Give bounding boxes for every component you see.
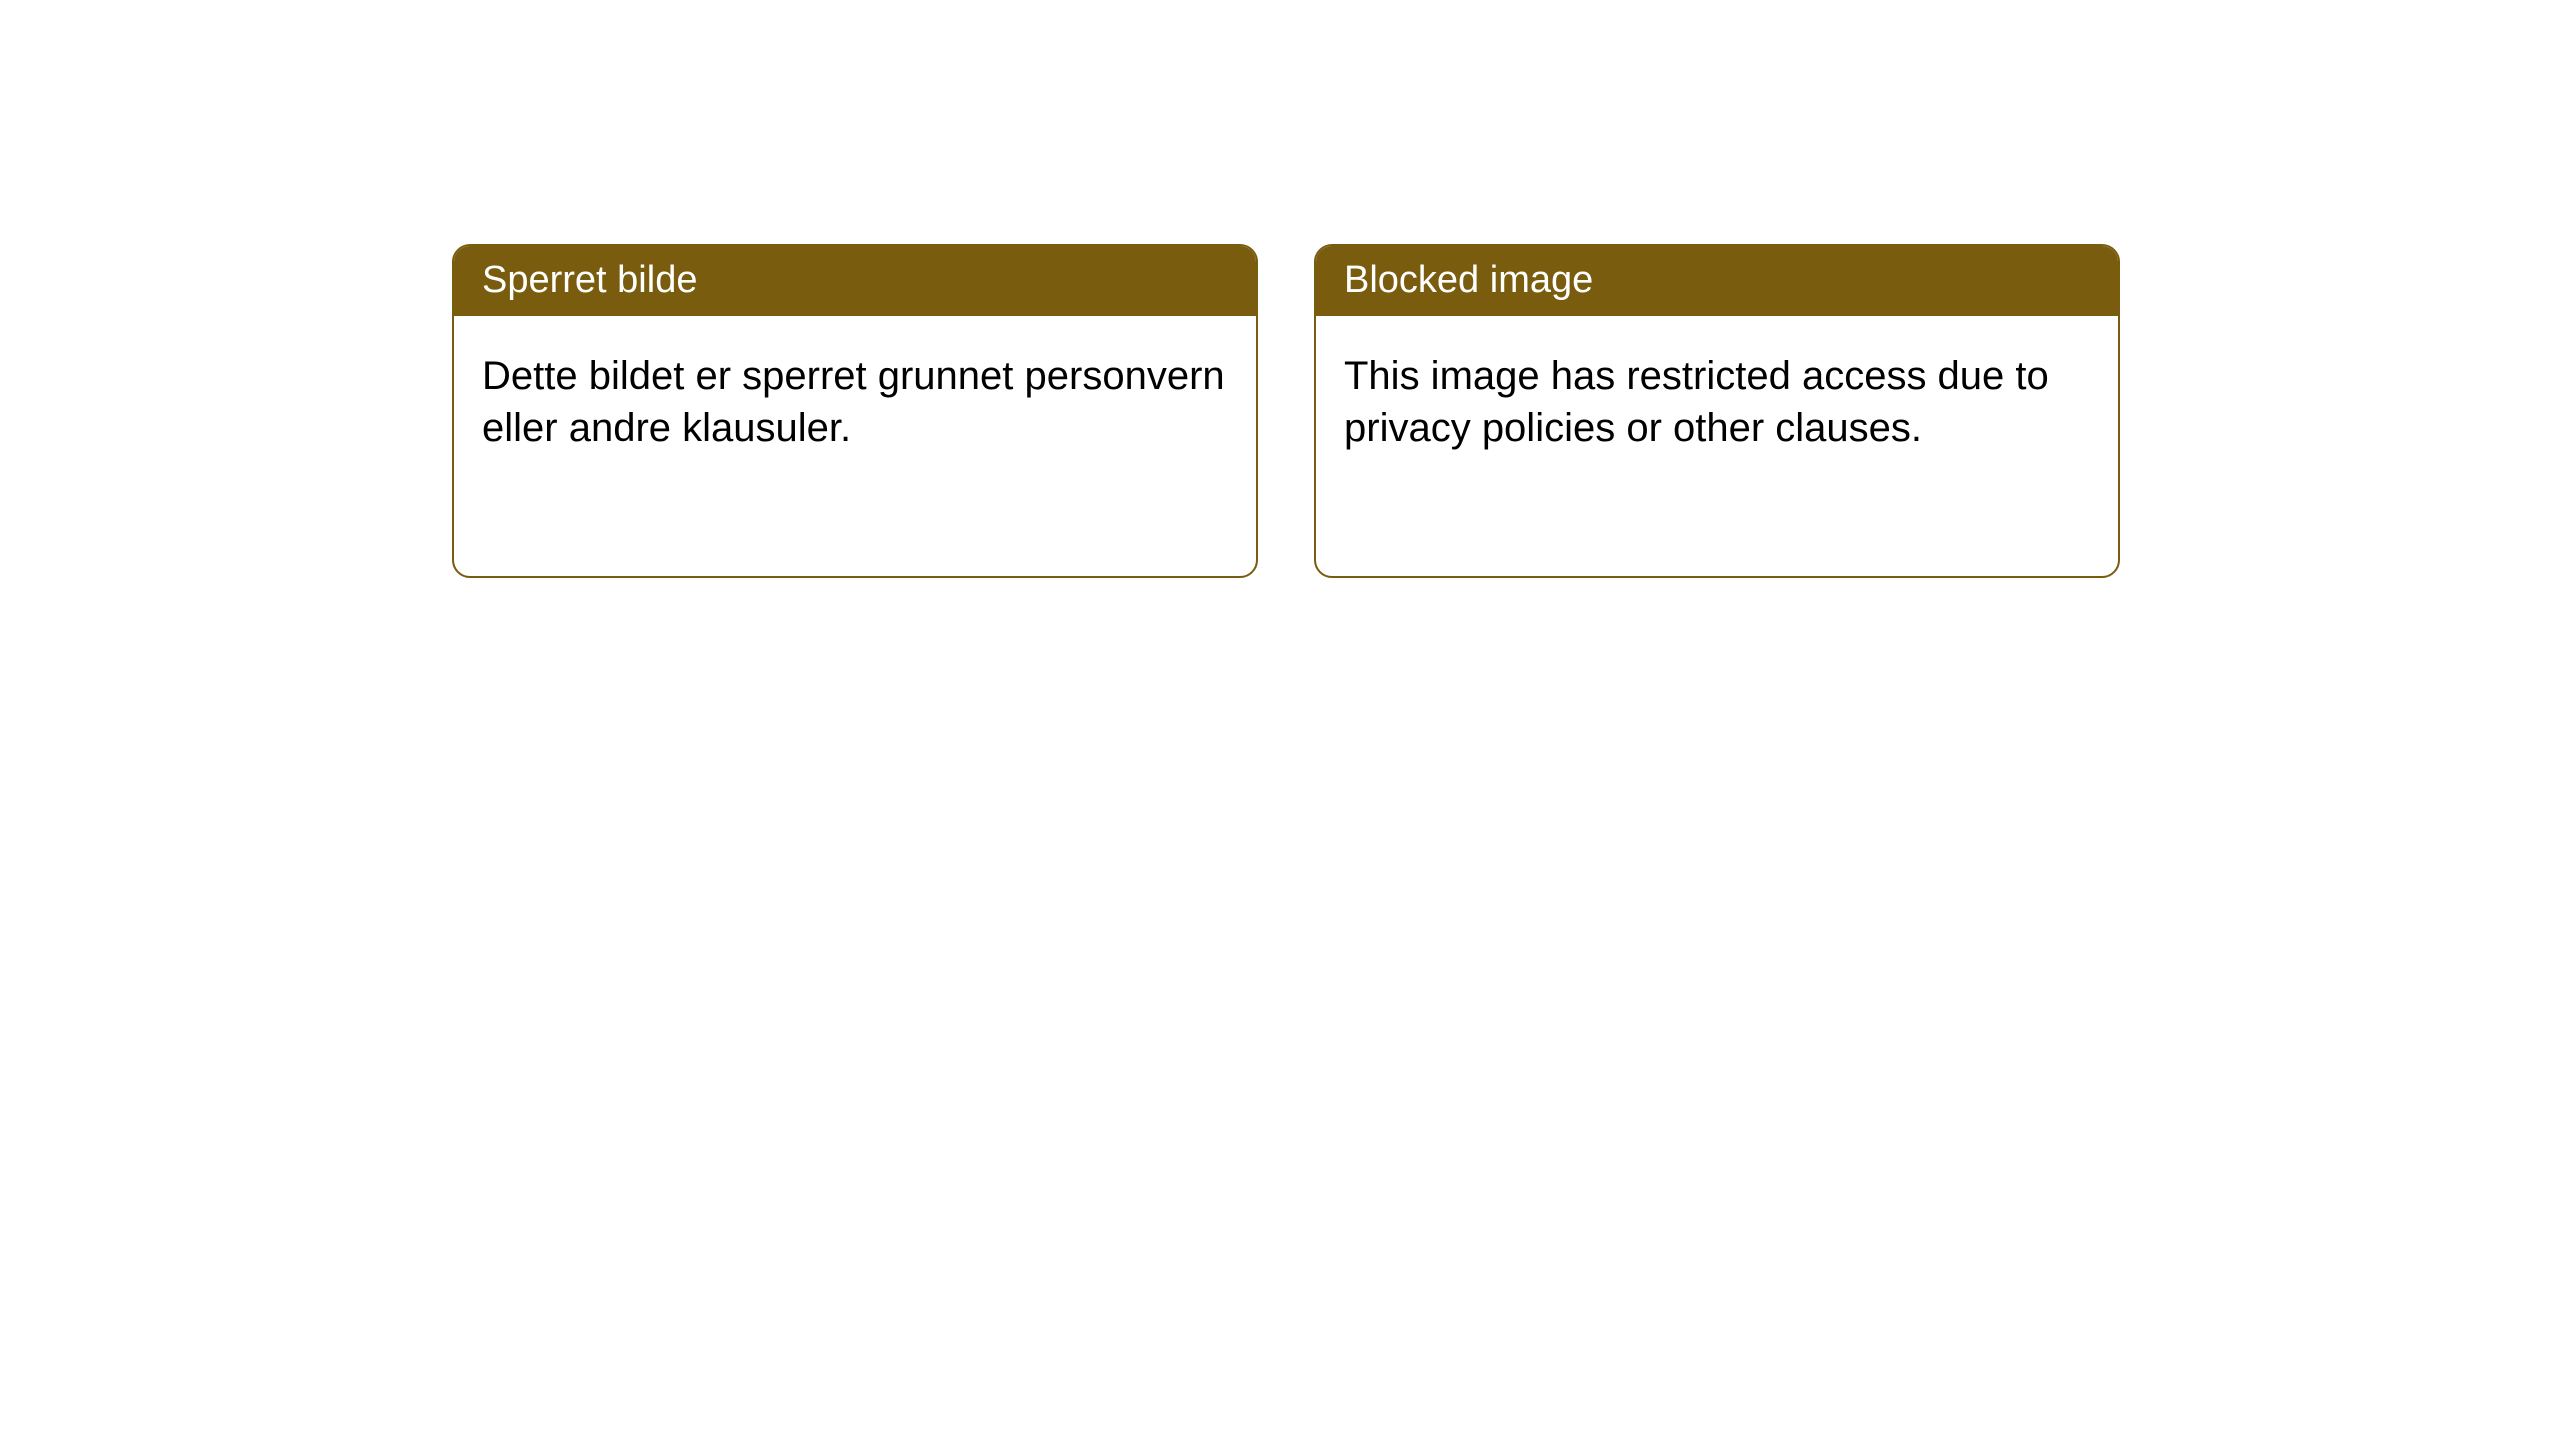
card-header-en: Blocked image (1316, 246, 2118, 316)
card-body-en: This image has restricted access due to … (1316, 316, 2118, 488)
card-title-en: Blocked image (1344, 259, 1593, 301)
blocked-image-card-no: Sperret bilde Dette bildet er sperret gr… (452, 244, 1258, 578)
card-header-no: Sperret bilde (454, 246, 1256, 316)
card-body-no: Dette bildet er sperret grunnet personve… (454, 316, 1256, 488)
card-message-en: This image has restricted access due to … (1344, 354, 2049, 450)
card-title-no: Sperret bilde (482, 259, 697, 301)
blocked-image-card-en: Blocked image This image has restricted … (1314, 244, 2120, 578)
notice-container: Sperret bilde Dette bildet er sperret gr… (0, 0, 2560, 578)
card-message-no: Dette bildet er sperret grunnet personve… (482, 354, 1225, 450)
